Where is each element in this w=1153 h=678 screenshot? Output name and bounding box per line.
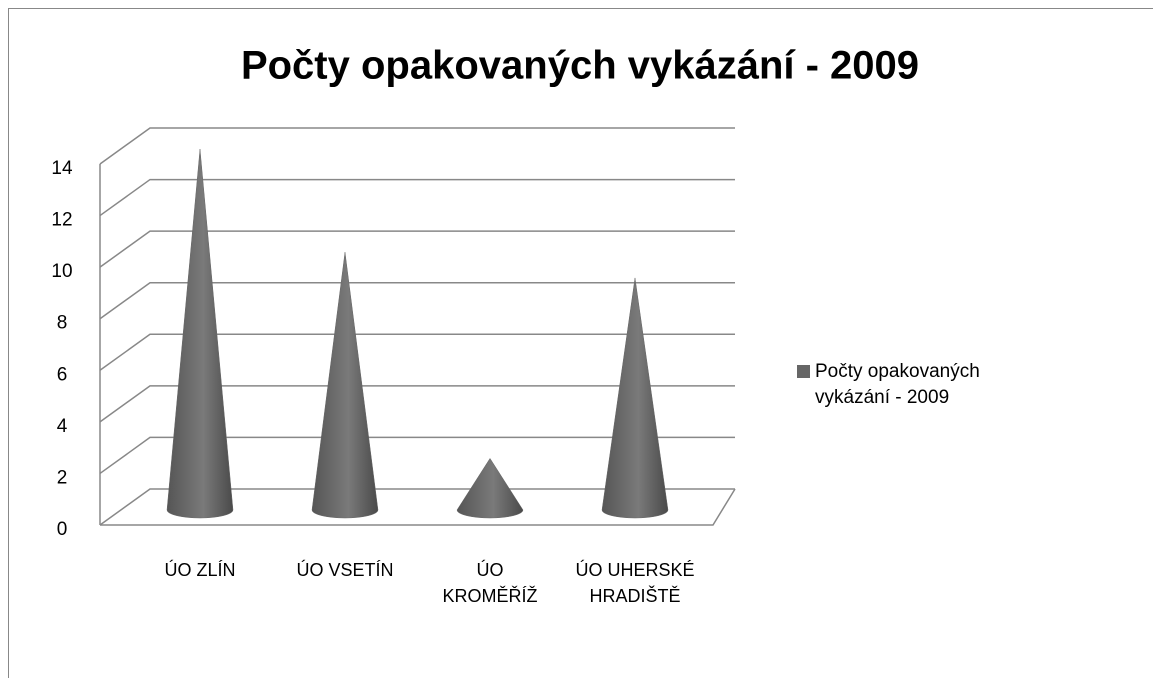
y-tick-label: 14 [51, 158, 73, 179]
x-tick-label: ÚO UHERSKÉ HRADIŠTĚ [575, 560, 695, 606]
y-tick-label: 8 [57, 313, 68, 334]
grid-line [99, 436, 735, 475]
grid-line [99, 127, 735, 165]
y-tick-label: 6 [57, 364, 68, 385]
grid-line [99, 385, 735, 423]
grid-line [99, 281, 735, 320]
chart-border [8, 8, 1153, 678]
cone [166, 148, 234, 519]
x-tick-label: ÚO KROMĚŘÍŽ [442, 560, 538, 606]
x-tick-label: ÚO VSETÍN [296, 560, 394, 580]
chart-title: Počty opakovaných vykázání - 2009 [241, 44, 919, 88]
grid-line [99, 333, 735, 371]
cone [456, 457, 524, 519]
y-tick-label: 4 [57, 416, 68, 437]
y-tick-label: 12 [51, 210, 72, 231]
grid-line [99, 178, 735, 217]
legend-label: Počty opakovaných vykázání - 2009 [815, 361, 980, 408]
floor [100, 488, 736, 526]
x-tick-label: ÚO ZLÍN [164, 560, 236, 580]
grid-line [99, 488, 735, 526]
grid-line [99, 230, 735, 268]
cone [311, 252, 379, 519]
cone [601, 277, 669, 519]
y-tick-label: 10 [51, 261, 72, 282]
legend-swatch [797, 365, 810, 378]
y-tick-label: 0 [57, 519, 68, 540]
y-tick-label: 2 [57, 467, 68, 488]
